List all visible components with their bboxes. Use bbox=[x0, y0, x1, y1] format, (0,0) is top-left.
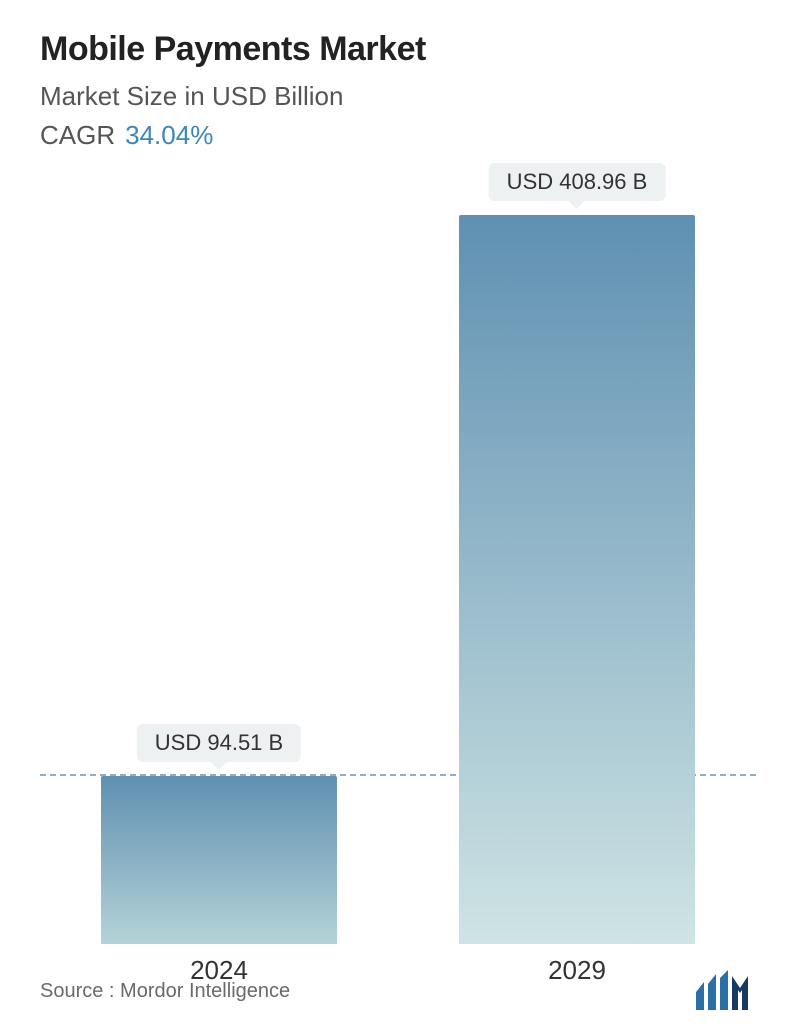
cagr-value: 34.04% bbox=[125, 120, 213, 150]
chart-footer: Source : Mordor Intelligence bbox=[40, 970, 756, 1012]
cagr-label: CAGR bbox=[40, 120, 115, 150]
source-attribution: Source : Mordor Intelligence bbox=[40, 980, 290, 1003]
mordor-logo-icon bbox=[694, 970, 756, 1012]
cagr-line: CAGR 34.04% bbox=[40, 120, 756, 151]
chart-title: Mobile Payments Market bbox=[40, 30, 756, 69]
value-label-2029: USD 408.96 B bbox=[489, 163, 666, 201]
chart-plot-area: USD 94.51 BUSD 408.96 B 20242029 bbox=[40, 161, 756, 1014]
chart-subtitle: Market Size in USD Billion bbox=[40, 81, 756, 112]
value-label-2024: USD 94.51 B bbox=[137, 724, 301, 762]
bars-wrap: USD 94.51 B USD 408.96 B bbox=[40, 161, 756, 944]
bar-2029 bbox=[459, 215, 695, 944]
bar-2024 bbox=[101, 776, 337, 944]
